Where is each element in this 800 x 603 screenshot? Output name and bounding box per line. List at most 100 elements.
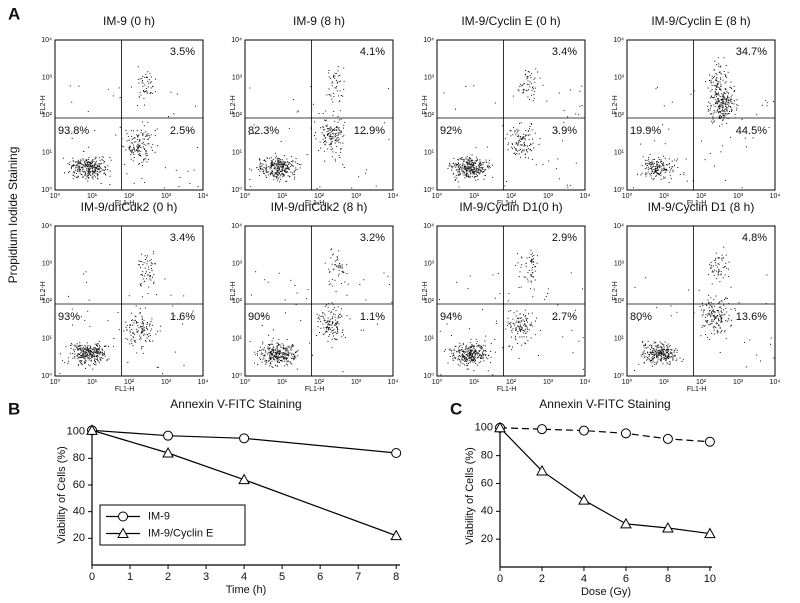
flow-dot — [483, 162, 485, 164]
flow-dot — [451, 165, 453, 167]
flow-dot — [516, 132, 518, 134]
flow-dot — [282, 161, 284, 163]
flow-dot — [646, 167, 647, 169]
axis-tick-label: 10⁴ — [613, 37, 624, 44]
flow-dot — [316, 313, 318, 315]
axis-tick-label: 10¹ — [424, 149, 435, 156]
flow-dot — [157, 366, 159, 368]
flow-dot — [465, 346, 467, 348]
flow-dot — [69, 352, 71, 354]
flow-dot — [662, 163, 664, 165]
axis-tick-label: 10⁰ — [432, 192, 443, 200]
flow-dot — [466, 352, 468, 354]
flow-dot — [268, 343, 270, 345]
flow-dot — [728, 102, 730, 104]
flow-dot — [281, 357, 283, 359]
flow-dot — [133, 320, 135, 322]
flow-dot — [78, 165, 80, 167]
flow-dot — [85, 159, 87, 161]
flow-dot — [329, 324, 331, 326]
flow-dot — [716, 86, 717, 88]
flow-dot — [281, 169, 283, 171]
flow-dot — [510, 324, 512, 326]
flow-dot — [708, 306, 710, 308]
flow-dot — [717, 93, 719, 95]
flow-dot — [142, 76, 144, 78]
flow-dot — [146, 324, 148, 325]
flow-dot — [138, 146, 139, 148]
axis-tick-label: 10³ — [543, 379, 554, 386]
flow-dot — [683, 174, 685, 176]
flow-dot — [702, 325, 704, 327]
flow-dot — [656, 360, 658, 362]
flow-dot — [270, 351, 272, 353]
flow-dot — [659, 346, 661, 348]
flow-dot — [331, 324, 333, 326]
flow-dot — [651, 160, 653, 162]
flow-dot — [562, 140, 563, 142]
flow-dot — [459, 350, 461, 352]
flow-dot — [725, 254, 727, 256]
flow-dot — [724, 74, 726, 75]
flow-dot — [525, 89, 527, 91]
flow-dot — [718, 270, 720, 272]
flow-dot — [469, 362, 471, 364]
flow-dot — [88, 157, 90, 159]
flow-dot — [142, 80, 143, 82]
flow-dot — [150, 279, 152, 281]
flow-dot — [471, 349, 473, 351]
flow-dot — [79, 165, 81, 167]
quadrant-percent: 3.9% — [552, 125, 577, 137]
flow-dot — [277, 362, 279, 363]
flow-dot — [728, 100, 730, 102]
flow-dot — [461, 350, 463, 352]
flow-dot — [277, 355, 279, 357]
axis-tick-label: 10⁴ — [388, 379, 399, 386]
flow-dot — [471, 358, 473, 360]
flow-dot — [530, 249, 532, 251]
flow-dot — [284, 352, 286, 354]
flow-dot — [722, 103, 724, 105]
flow-dot — [723, 92, 725, 94]
flow-dot — [473, 171, 475, 173]
flow-dot — [528, 329, 530, 331]
flow-dot — [663, 343, 665, 345]
flow-dot — [525, 325, 527, 327]
axis-tick-label: 10¹ — [659, 379, 670, 386]
flow-dot — [733, 91, 735, 92]
flow-dot — [68, 295, 69, 297]
flow-dot — [133, 340, 135, 342]
flow-dot — [652, 164, 654, 165]
x-axis-name: FL1-H — [115, 386, 134, 393]
flow-dot — [323, 312, 325, 314]
flow-dot — [513, 146, 515, 148]
flow-dot — [337, 259, 339, 261]
flow-dot — [251, 169, 253, 171]
flow-dot — [287, 352, 289, 354]
flow-dot — [283, 358, 285, 360]
flow-dot — [277, 162, 279, 164]
flow-dot — [511, 146, 513, 148]
flow-dot — [455, 357, 457, 359]
flow-dot — [263, 160, 265, 161]
axis-tick-label: 10⁴ — [770, 193, 781, 200]
flow-dot — [157, 145, 158, 147]
flow-dot — [648, 168, 649, 170]
flow-dot — [94, 176, 96, 178]
flow-dot — [709, 97, 711, 99]
flow-dot — [527, 80, 529, 82]
flow-dot — [453, 157, 455, 159]
flow-dot — [328, 76, 330, 78]
plot-title: IM-9/Cyclin D1 (8 h) — [648, 200, 755, 214]
flow-dot — [77, 349, 78, 351]
flow-dot — [476, 357, 478, 359]
flow-dot — [329, 132, 331, 133]
flow-dot — [126, 140, 128, 142]
flow-dot — [272, 366, 274, 368]
flow-dot — [331, 81, 333, 83]
flow-dot — [710, 302, 712, 304]
flow-dot — [306, 298, 307, 300]
flow-dot — [337, 306, 339, 308]
flow-dot — [131, 150, 133, 152]
flow-dot — [658, 173, 659, 174]
